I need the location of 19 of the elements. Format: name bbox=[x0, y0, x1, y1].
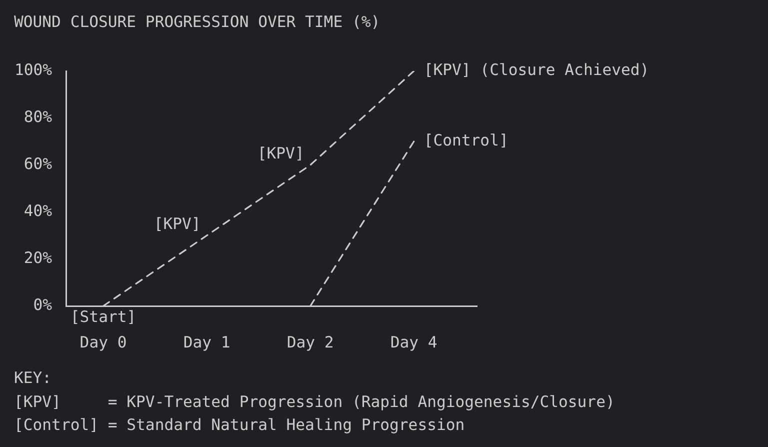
x-tick-label: Day 2 bbox=[286, 333, 334, 352]
x-tick-label: Day 1 bbox=[183, 333, 230, 352]
y-tick-label: 80% bbox=[24, 108, 53, 126]
y-tick-label: 20% bbox=[24, 249, 53, 268]
text: [Control] = Standard Natural Healing Progression bbox=[14, 415, 466, 436]
y-tick-label: 40% bbox=[24, 202, 53, 220]
annotation: [KPV] bbox=[154, 214, 201, 233]
annotation: [Start] bbox=[70, 308, 136, 326]
x-tick-label: Day 4 bbox=[390, 333, 438, 352]
annotation: [KPV] bbox=[257, 144, 304, 162]
annotation: [Control] bbox=[424, 132, 508, 150]
y-tick-label: 0% bbox=[33, 296, 53, 314]
y-tick-label: 100% bbox=[14, 61, 53, 80]
x-tick-label: Day 0 bbox=[80, 333, 127, 352]
chart-title: WOUND CLOSURE PROGRESSION OVER TIME (%) bbox=[14, 12, 380, 33]
y-tick-label: 60% bbox=[24, 155, 53, 174]
annotation: [KPV] (Closure Achieved) bbox=[424, 61, 650, 80]
text: KEY: bbox=[14, 368, 53, 389]
text: [KPV] = KPV-Treated Progression (Rapid Angiogenesis/Closure) bbox=[14, 392, 615, 412]
